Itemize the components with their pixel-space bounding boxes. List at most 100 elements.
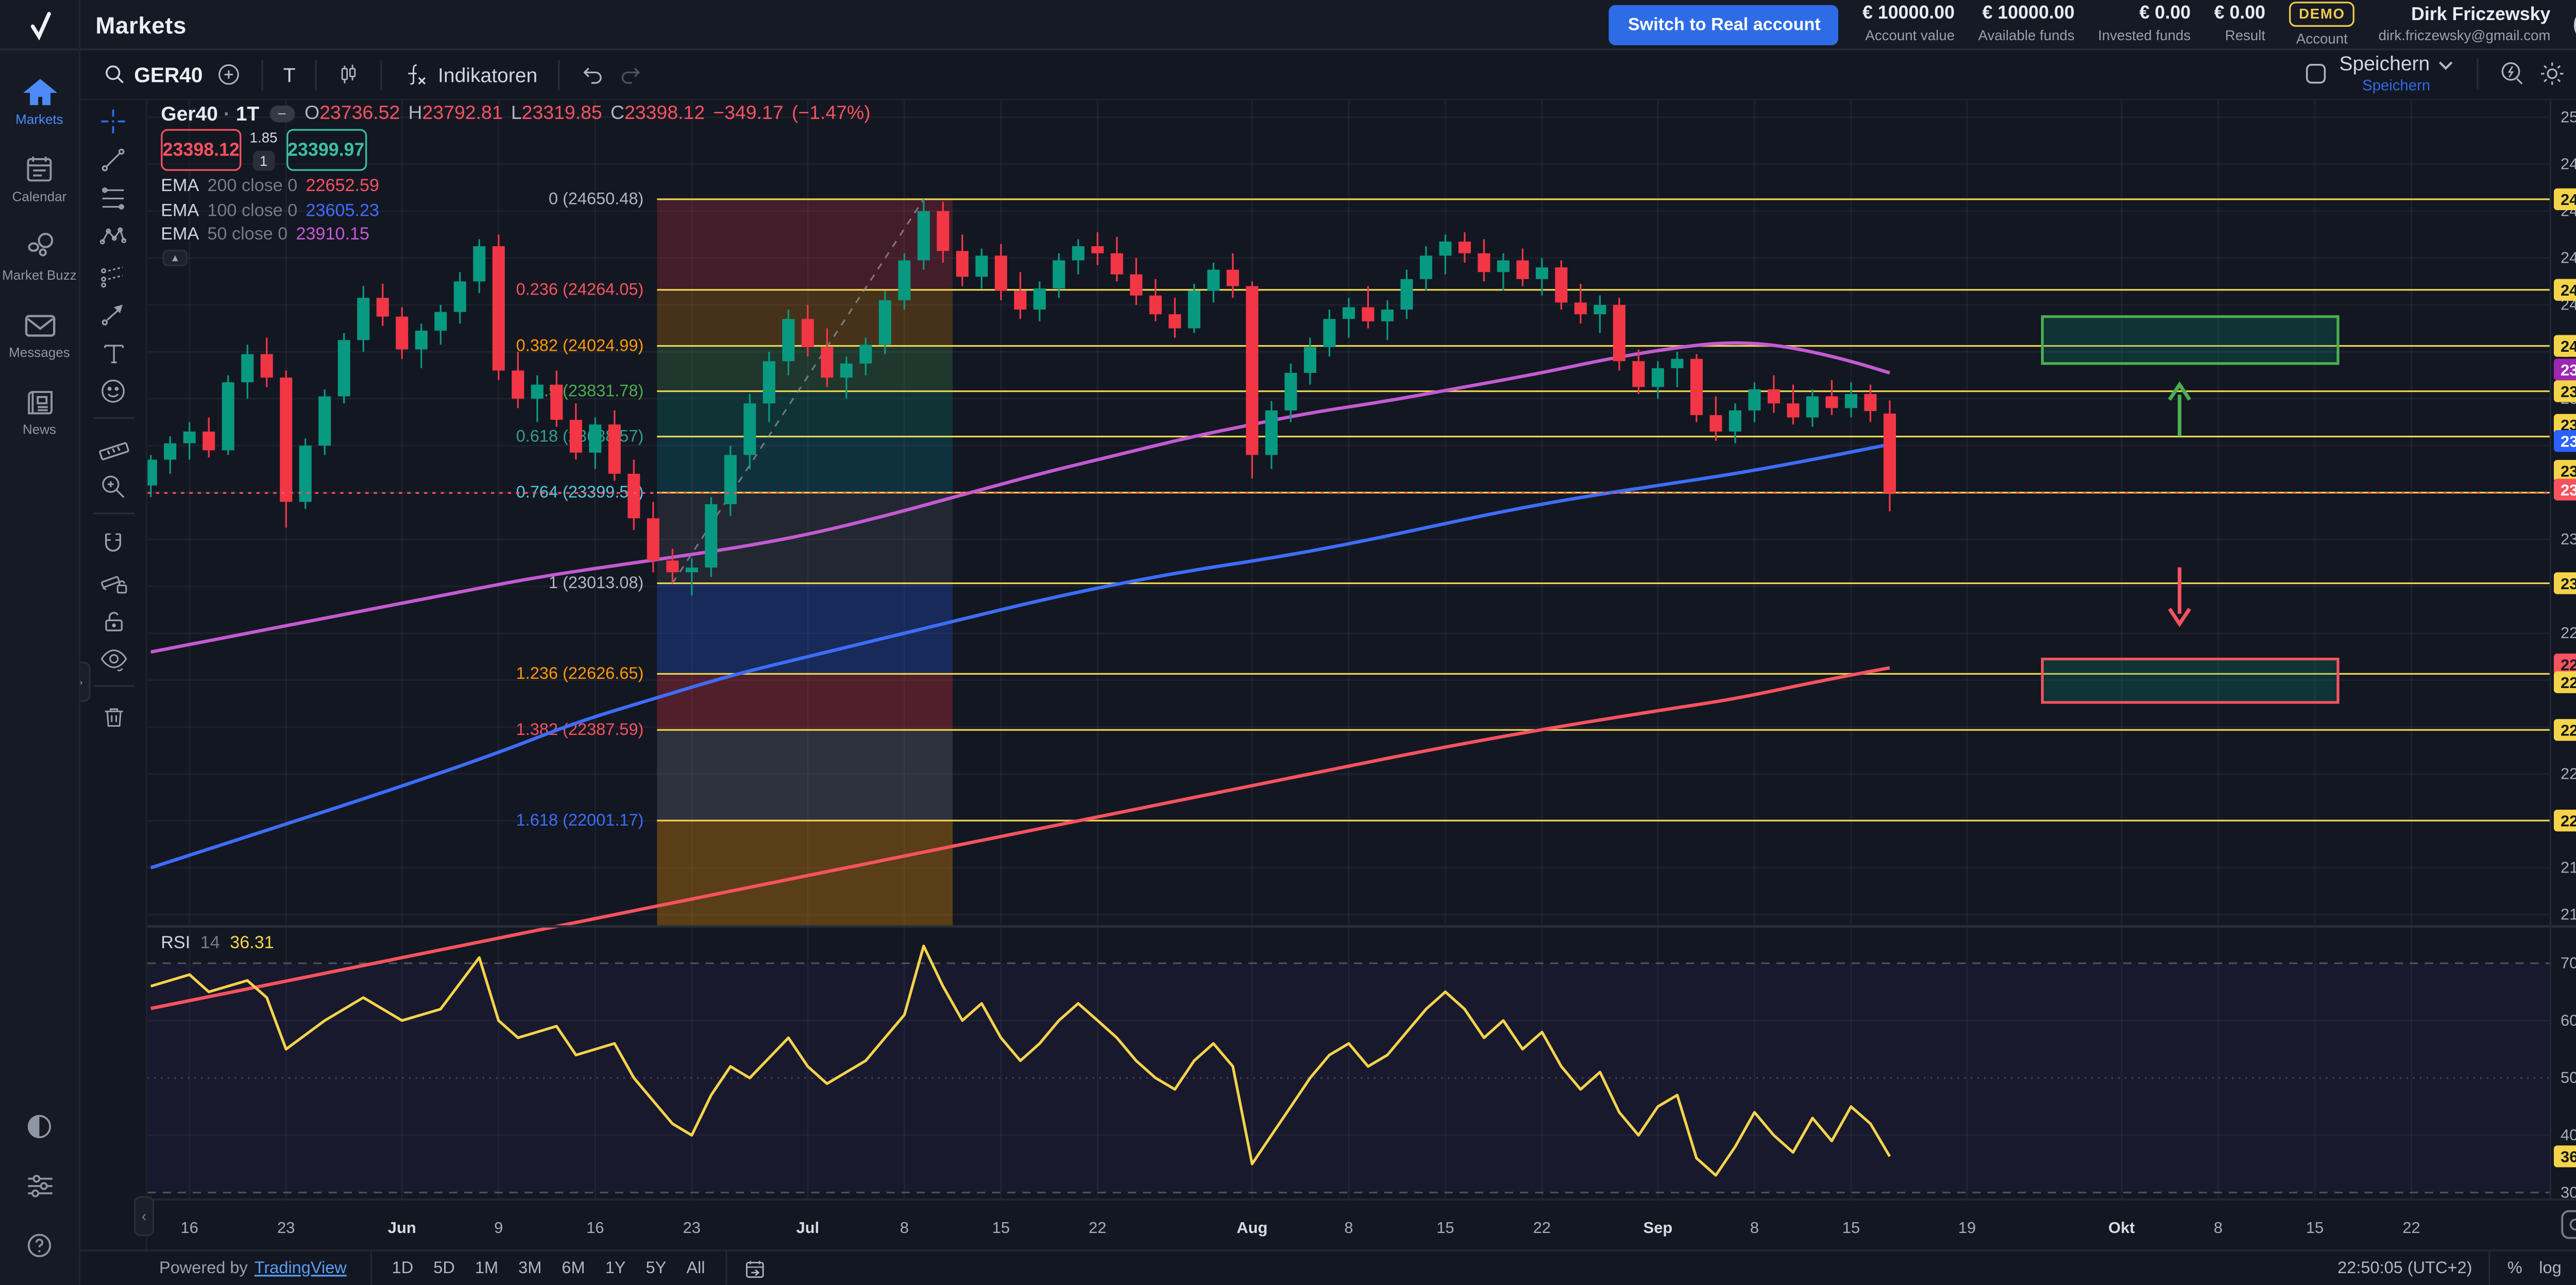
sidebar-item-markets[interactable]: Markets <box>0 77 79 128</box>
range-1d[interactable]: 1D <box>392 1259 414 1278</box>
drawing-rect <box>2041 657 2340 704</box>
sidebar-item-calendar[interactable]: Calendar <box>0 155 79 205</box>
projection-tool[interactable] <box>91 258 135 293</box>
zoom-in-tool[interactable] <box>91 469 135 504</box>
rsi-legend[interactable]: RSI 14 36.31 <box>161 933 274 953</box>
range-6m[interactable]: 6M <box>562 1259 585 1278</box>
svg-text:24400.00: 24400.00 <box>2561 249 2576 267</box>
search-icon <box>106 65 124 83</box>
svg-text:19: 19 <box>1958 1219 1976 1237</box>
buy-button[interactable]: 23399.97 <box>285 129 366 171</box>
chart-settings-button[interactable] <box>2532 61 2572 88</box>
range-5y[interactable]: 5Y <box>646 1259 667 1278</box>
legend-symbol[interactable]: Ger40 · 1T <box>161 102 260 126</box>
legend-collapse-button[interactable]: ▴ <box>162 249 188 267</box>
page-title: Markets <box>95 11 187 38</box>
measure-tool[interactable] <box>91 431 135 466</box>
sidebar-item-market-buzz[interactable]: Market Buzz <box>0 232 79 284</box>
drawing-rect <box>2041 315 2340 365</box>
range-1y[interactable]: 1Y <box>605 1259 626 1278</box>
pattern-tool[interactable] <box>91 219 135 254</box>
draw-on-all-charts-tool[interactable] <box>91 564 135 599</box>
undo-button[interactable] <box>572 64 611 85</box>
legend-minimize-button[interactable]: – <box>269 105 295 123</box>
lightning-search-icon <box>2501 63 2523 85</box>
fib-retracement-tool[interactable] <box>91 181 135 216</box>
hide-drawings-tool[interactable] <box>91 642 135 677</box>
remove-drawings-tool[interactable] <box>91 698 135 733</box>
go-to-date-button[interactable] <box>725 1251 766 1285</box>
percent-scale-button[interactable]: % <box>2507 1259 2522 1278</box>
svg-text:30.00: 30.00 <box>2561 1183 2576 1201</box>
demo-badge: DEMO <box>2289 2 2355 26</box>
chart-type-button[interactable] <box>331 62 368 87</box>
rsi-line <box>150 945 1891 1177</box>
switch-to-real-account-button[interactable]: Switch to Real account <box>1609 4 1839 45</box>
time-axis[interactable]: 16 23 Jun 9 16 23 Jul 8 15 22 Aug 8 15 22 Sep 8 15 19 Okt 8… <box>181 1219 2420 1237</box>
chart-legend: Ger40 · 1T – O23736.52 H23792.81 L23319.… <box>161 102 870 126</box>
ema-200-row[interactable]: EMA 200 close 0 22652.59 <box>161 176 380 196</box>
ema-50-row[interactable]: EMA 50 close 0 23910.15 <box>161 224 369 245</box>
svg-text:24800.00: 24800.00 <box>2561 155 2576 173</box>
symbol-name: GER40 <box>134 62 203 87</box>
magnet-tool[interactable] <box>91 526 135 561</box>
fib-baseline <box>671 198 925 584</box>
ema-100-row[interactable]: EMA 100 close 0 23605.23 <box>161 200 380 220</box>
result-metric: € 0.00 Result <box>2214 4 2266 44</box>
svg-text:22626.65: 22626.65 <box>2561 674 2576 692</box>
range-3m[interactable]: 3M <box>518 1259 542 1278</box>
toolbar-collapse-handle[interactable]: ‹ <box>134 1196 155 1237</box>
lock-drawings-tool[interactable] <box>91 603 135 638</box>
svg-text:23200.00: 23200.00 <box>2561 530 2576 548</box>
compare-add-button[interactable] <box>210 62 248 87</box>
user-info: Dirk Friczewsky dirk.friczewsky@gmail.co… <box>2379 3 2551 45</box>
tradingview-link[interactable]: TradingView <box>254 1259 347 1278</box>
range-5d[interactable]: 5D <box>433 1259 455 1278</box>
sidebar-item-messages[interactable]: Messages <box>0 311 79 360</box>
svg-text:36.31: 36.31 <box>2561 1148 2576 1166</box>
lot-size[interactable]: 1 <box>252 150 275 171</box>
clock[interactable]: 22:50:05 (UTC+2) <box>2337 1259 2472 1278</box>
app-logo[interactable] <box>0 0 81 49</box>
layout-box-icon[interactable] <box>2302 61 2329 88</box>
spread-value: 1.85 <box>249 129 278 146</box>
sell-button[interactable]: 23398.12 <box>161 129 242 171</box>
sidebar-item-news[interactable]: News <box>0 387 79 437</box>
svg-text:22001.17: 22001.17 <box>2561 812 2576 830</box>
arrow-tool[interactable] <box>91 297 135 332</box>
range-all[interactable]: All <box>686 1259 705 1278</box>
symbol-search[interactable]: GER40 <box>97 63 210 87</box>
theme-contrast-icon[interactable] <box>25 1112 54 1150</box>
quick-search-button[interactable] <box>2492 61 2532 88</box>
range-1m[interactable]: 1M <box>474 1259 499 1278</box>
emoji-tool[interactable] <box>91 373 135 408</box>
user-name: Dirk Friczewsky <box>2411 5 2551 25</box>
account-type-badge: DEMO Account <box>2289 2 2355 46</box>
redo-button[interactable] <box>611 64 650 85</box>
fib-levels: 0 (24650.48) 0.236 (24264.05) 0.382 (24024… <box>516 190 2551 829</box>
svg-text:23013.08: 23013.08 <box>2561 575 2576 593</box>
svg-text:1 (23013.08): 1 (23013.08) <box>549 573 643 592</box>
log-scale-button[interactable]: log <box>2539 1259 2562 1278</box>
change-value: −349.17 <box>713 104 784 124</box>
ema-50 <box>150 341 1890 654</box>
indicators-button[interactable]: Indikatoren <box>396 62 544 87</box>
chart-canvas[interactable]: 0 (24650.48) 0.236 (24264.05) 0.382 (24024… <box>147 100 2576 1249</box>
trend-line-tool[interactable] <box>91 142 135 177</box>
avatar[interactable] <box>2573 6 2576 43</box>
svg-text:8: 8 <box>1750 1219 1759 1237</box>
snapshot-button[interactable] <box>2572 62 2576 87</box>
help-icon[interactable] <box>25 1231 54 1269</box>
indicator-legend: EMA 200 close 0 22652.59 EMA 100 close 0 2… <box>161 174 379 247</box>
svg-text:1.236 (22626.65): 1.236 (22626.65) <box>516 664 644 682</box>
sidebar: Markets Calendar Market Buzz Messages <box>0 50 81 1285</box>
preferences-sliders-icon[interactable] <box>24 1173 55 1208</box>
save-layout-dropdown[interactable]: Speichern Speichern <box>2339 53 2453 95</box>
save-link[interactable]: Speichern <box>2362 76 2431 93</box>
text-tool[interactable] <box>91 335 135 370</box>
svg-text:16: 16 <box>181 1219 198 1237</box>
crosshair-tool[interactable] <box>91 104 135 139</box>
interval-button[interactable]: T <box>283 62 296 87</box>
powered-by: Powered by TradingView <box>80 1251 372 1285</box>
svg-text:8: 8 <box>900 1219 909 1237</box>
